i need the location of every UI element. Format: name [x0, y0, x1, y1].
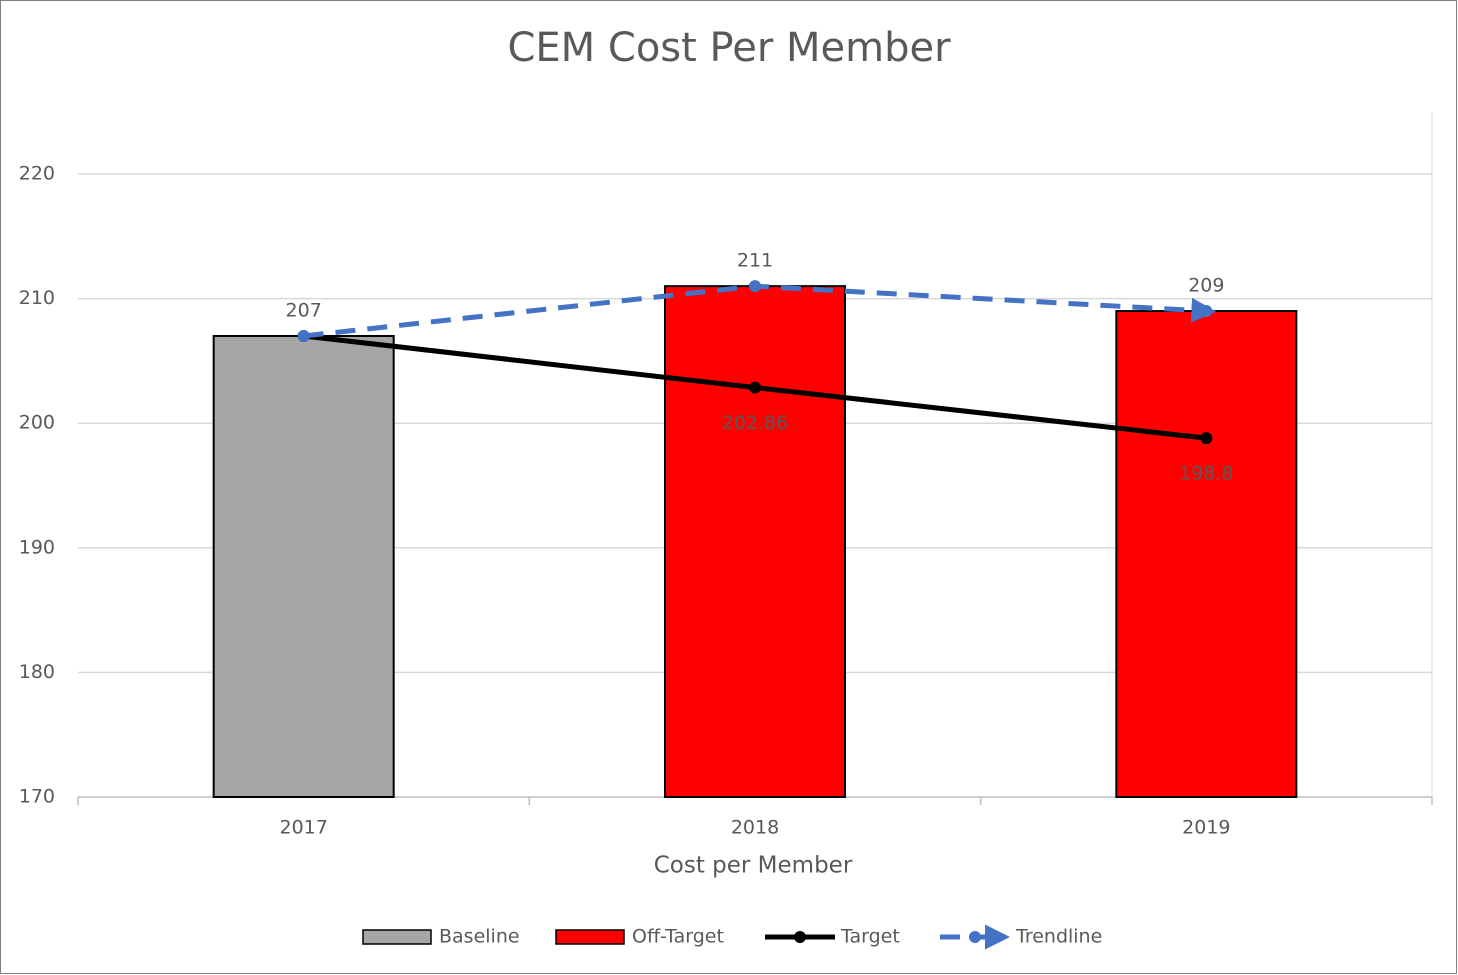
chart-title: CEM Cost Per Member [507, 25, 951, 71]
line-marker [749, 381, 761, 394]
line-marker [1200, 305, 1213, 318]
legend-swatch [555, 929, 625, 945]
line-marker [297, 329, 310, 342]
bar-value-label: 211 [737, 250, 773, 272]
y-tick-label: 210 [19, 287, 55, 309]
legend-label: Trendline [1015, 926, 1102, 948]
bar [212, 334, 395, 798]
line-marker [749, 280, 761, 293]
x-axis-label: Cost per Member [654, 853, 853, 879]
legend-label: Target [840, 926, 900, 948]
y-tick-label: 190 [19, 536, 55, 558]
x-tick-label: 2018 [731, 817, 779, 839]
x-tick-label: 2017 [279, 817, 327, 839]
line-marker [1200, 432, 1213, 445]
bar [664, 285, 846, 798]
y-tick-label: 200 [19, 412, 55, 434]
legend-label: Baseline [439, 926, 520, 948]
bar [1115, 310, 1298, 798]
legend-marker [969, 931, 981, 943]
y-tick-label: 170 [19, 786, 55, 808]
y-tick-label: 180 [19, 661, 55, 683]
x-tick-label: 2019 [1182, 817, 1230, 839]
legend-marker [794, 931, 806, 943]
bar-value-label: 207 [286, 299, 322, 321]
legend-swatch [362, 929, 432, 945]
y-tick-label: 220 [19, 163, 55, 185]
line-value-label: 198.8 [1179, 463, 1233, 485]
legend-label: Off-Target [632, 926, 724, 948]
bar-value-label: 209 [1188, 275, 1224, 297]
line-value-label: 202.86 [722, 412, 788, 434]
